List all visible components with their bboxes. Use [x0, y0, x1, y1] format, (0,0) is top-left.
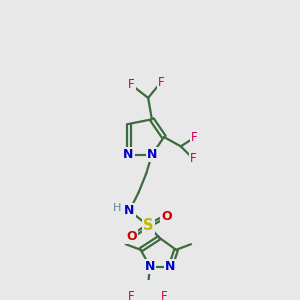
Text: F: F [158, 76, 164, 88]
Text: S: S [143, 218, 153, 233]
Text: N: N [145, 260, 155, 273]
Text: O: O [161, 210, 172, 223]
Text: F: F [190, 131, 197, 145]
Text: O: O [126, 230, 137, 243]
Text: F: F [190, 152, 196, 165]
Text: N: N [124, 204, 135, 217]
Text: F: F [128, 290, 135, 300]
Text: F: F [161, 290, 167, 300]
Text: N: N [147, 148, 157, 161]
Text: N: N [165, 260, 176, 273]
Text: H: H [113, 203, 122, 213]
Text: F: F [128, 78, 135, 91]
Text: N: N [123, 148, 134, 161]
